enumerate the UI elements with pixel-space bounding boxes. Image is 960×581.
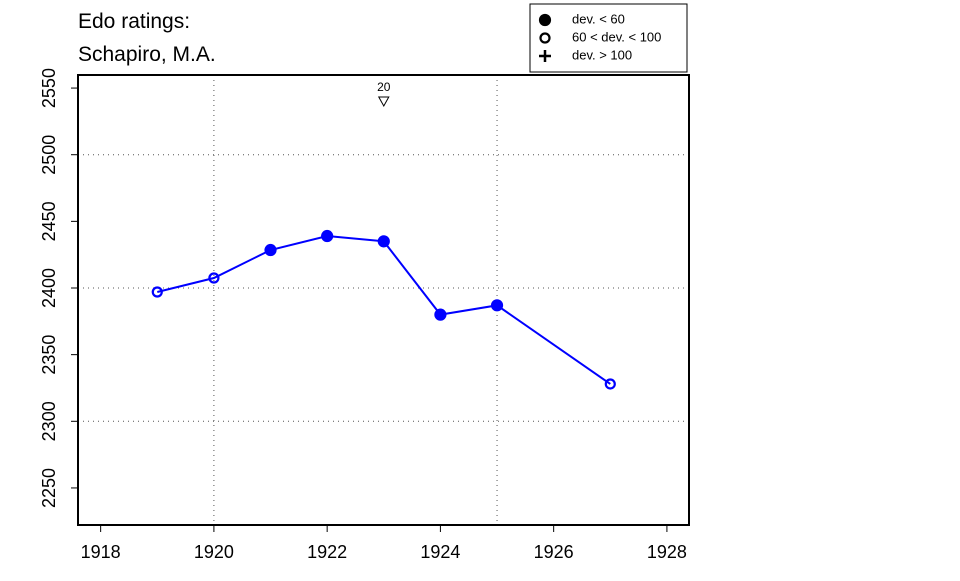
data-point — [434, 308, 447, 321]
x-tick-label: 1918 — [81, 542, 121, 562]
y-tick-label: 2500 — [39, 135, 59, 175]
data-point — [321, 229, 334, 243]
x-tick-label: 1924 — [420, 542, 460, 562]
data-point — [604, 378, 616, 390]
data-point — [377, 235, 390, 248]
annotation-marker — [377, 96, 390, 108]
y-tick-label: 2300 — [39, 401, 59, 441]
y-tick-label: 2250 — [39, 468, 59, 508]
y-tick-label: 2550 — [39, 68, 59, 108]
x-tick-label: 1928 — [647, 542, 687, 562]
data-point — [151, 286, 163, 298]
data-point — [490, 299, 504, 312]
legend-marker — [539, 50, 551, 62]
x-tick-label: 1920 — [194, 542, 234, 562]
annotation-label: 20 — [377, 80, 391, 94]
y-tick-label: 2450 — [39, 201, 59, 241]
legend-box — [529, 3, 688, 73]
legend-label: dev. < 60 — [572, 11, 625, 26]
legend-marker — [538, 13, 552, 27]
data-point — [208, 272, 220, 284]
legend-label: dev. > 100 — [572, 47, 632, 62]
y-tick-label: 2350 — [39, 335, 59, 375]
legend-label: 60 < dev. < 100 — [572, 29, 661, 44]
x-tick-label: 1922 — [307, 542, 347, 562]
series-line — [157, 235, 611, 385]
data-point — [264, 243, 277, 257]
legend-marker — [539, 32, 551, 44]
chart-title: Edo ratings: — [78, 10, 190, 33]
y-tick-label: 2400 — [39, 268, 59, 308]
plot-frame — [77, 74, 690, 526]
chart-title: Schapiro, M.A. — [78, 43, 216, 66]
x-tick-label: 1926 — [534, 542, 574, 562]
